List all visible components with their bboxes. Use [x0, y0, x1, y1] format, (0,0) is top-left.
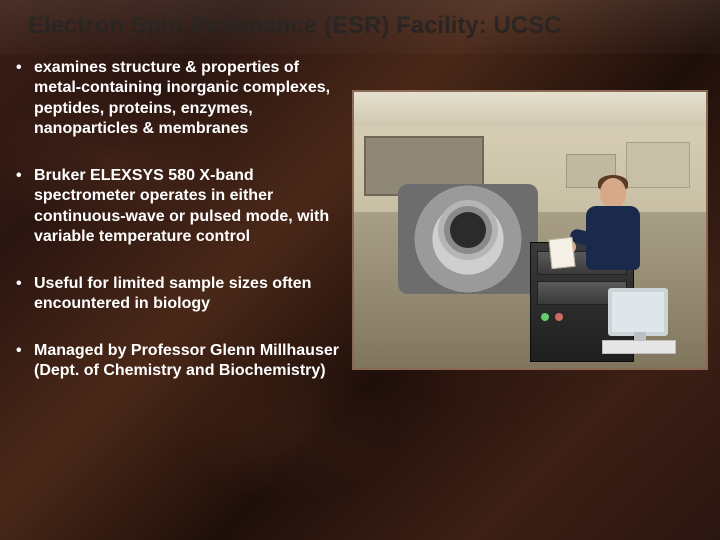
clipboard-icon [548, 237, 575, 269]
bullet-item: examines structure & properties of metal… [10, 58, 350, 140]
slide: Electron Spin Resonance (ESR) Facility: … [0, 0, 720, 540]
ceiling [354, 92, 706, 126]
status-led-icon [541, 313, 549, 321]
bullet-list: examines structure & properties of metal… [10, 58, 350, 408]
bullet-item: Bruker ELEXSYS 580 X-band spectrometer o… [10, 166, 350, 248]
crt-monitor [608, 288, 668, 336]
status-led-icon [555, 313, 563, 321]
lab-photo [352, 90, 708, 370]
bullet-item: Managed by Professor Glenn Millhauser (D… [10, 341, 350, 382]
magnet-core [450, 212, 486, 248]
person-head [600, 178, 626, 208]
keyboard [602, 340, 676, 354]
lab-scene-illustration [354, 92, 706, 368]
slide-title: Electron Spin Resonance (ESR) Facility: … [0, 0, 720, 54]
bullet-item: Useful for limited sample sizes often en… [10, 274, 350, 315]
